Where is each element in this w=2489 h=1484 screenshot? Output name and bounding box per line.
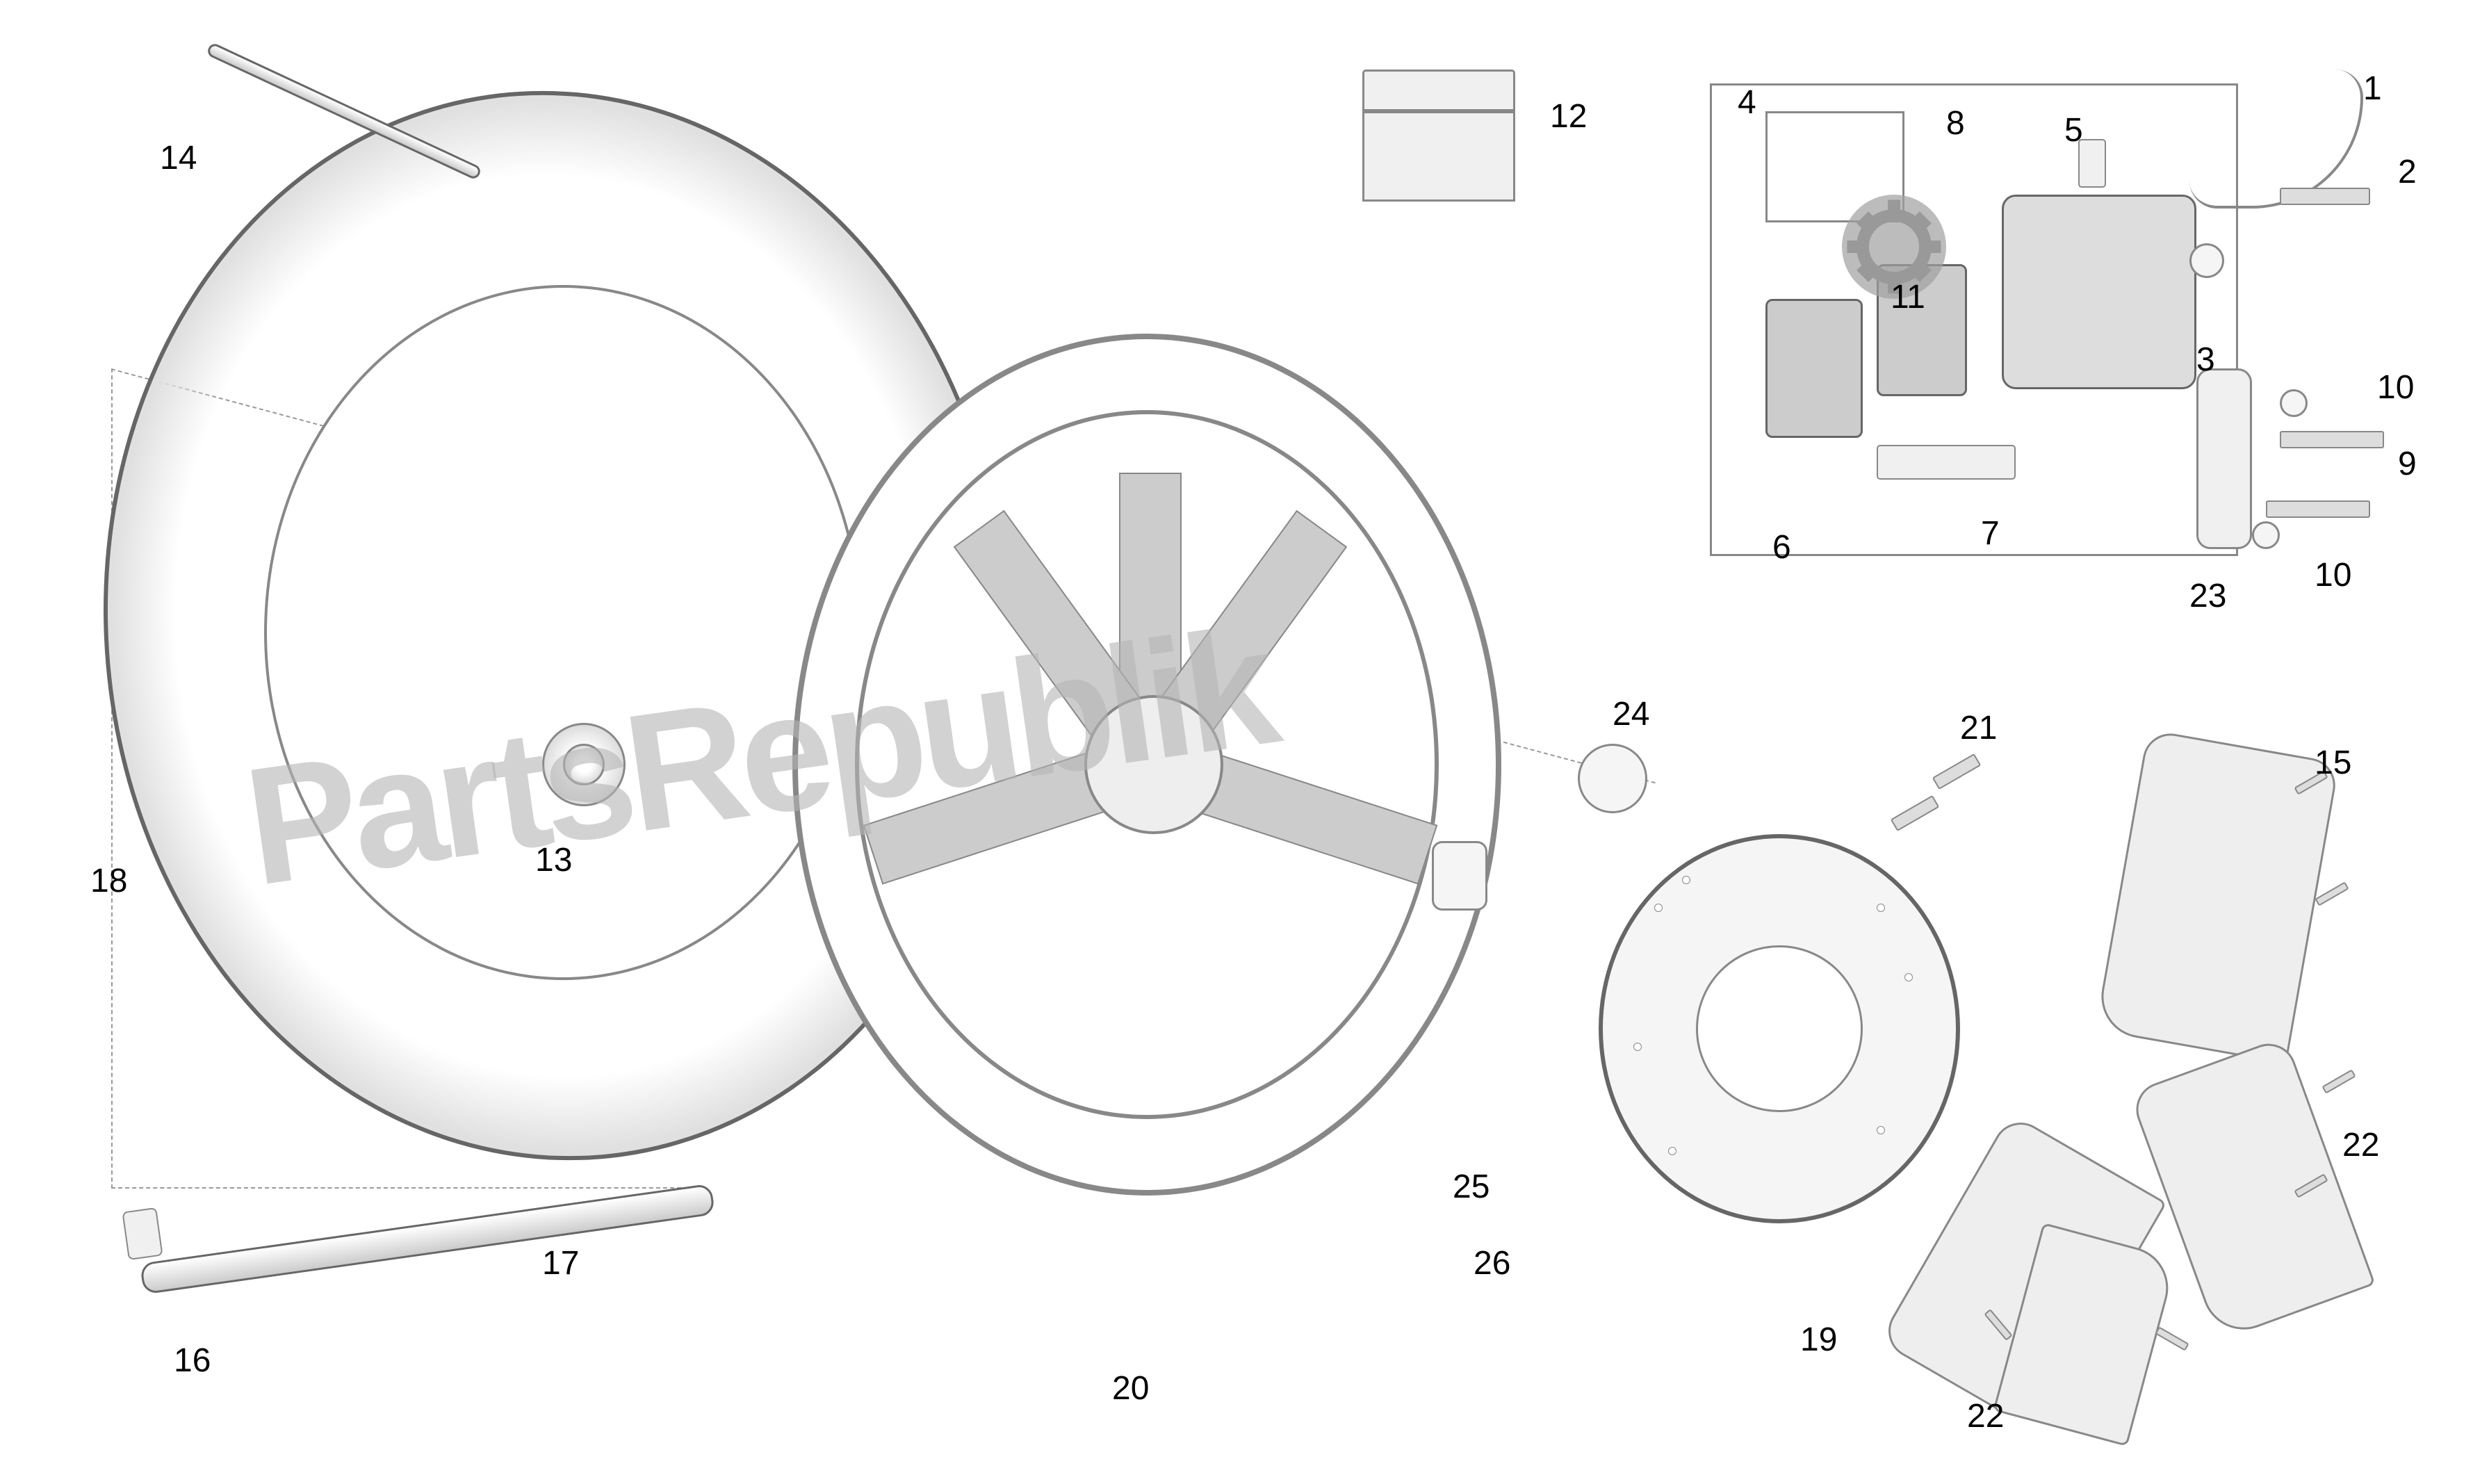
parts-diagram: PartsRepublik 12345678910101112131415161… — [0, 0, 2489, 1484]
callout-number-2: 2 — [2398, 153, 2417, 191]
disc-hole — [1633, 1043, 1642, 1051]
tool-kit — [1362, 70, 1515, 111]
disc-hole — [1877, 904, 1885, 912]
callout-number-19: 19 — [1800, 1321, 1837, 1359]
callout-number-25: 25 — [1453, 1168, 1490, 1206]
callout-number-11: 11 — [1891, 278, 1925, 316]
callout-number-18: 18 — [90, 862, 127, 900]
callout-number-22: 22 — [2342, 1126, 2379, 1164]
bracket-spacer — [2280, 389, 2308, 417]
axle-head — [122, 1207, 163, 1260]
callout-number-15: 15 — [2315, 744, 2351, 782]
cover-screw — [2155, 1326, 2189, 1351]
callout-number-17: 17 — [542, 1244, 579, 1282]
disc-bolt — [1891, 795, 1940, 831]
callout-number-3: 3 — [2196, 341, 2215, 379]
callout-number-20: 20 — [1112, 1369, 1149, 1408]
callout-number-23: 23 — [2189, 577, 2226, 615]
callout-number-7: 7 — [1981, 514, 2000, 553]
callout-number-24: 24 — [1613, 695, 1649, 733]
callout-number-21: 21 — [1960, 709, 1997, 747]
callout-number-5: 5 — [2064, 111, 2083, 149]
callout-number-10: 10 — [2377, 368, 2414, 407]
callout-number-14: 14 — [160, 139, 197, 177]
callout-number-13: 13 — [535, 841, 572, 879]
tool-kit-body — [1362, 111, 1515, 202]
cover-screw — [2321, 1069, 2356, 1093]
disc-hole — [1877, 1126, 1885, 1134]
callout-number-10: 10 — [2315, 556, 2351, 594]
disc-bolt — [1932, 753, 1982, 790]
cover-screw — [2315, 881, 2349, 906]
disc-hole — [1668, 1147, 1676, 1155]
callout-number-1: 1 — [2363, 70, 2382, 108]
callout-number-12: 12 — [1550, 97, 1587, 136]
callout-number-26: 26 — [1474, 1244, 1510, 1282]
brake-caliper — [2002, 195, 2196, 389]
banjo-washer — [2189, 243, 2224, 278]
pad-spring — [1877, 445, 2016, 480]
disc-hole — [1654, 904, 1663, 912]
disc-hole — [1904, 973, 1913, 981]
spacer-bushing — [1432, 841, 1487, 911]
bearing-inner — [563, 744, 605, 785]
brake-pad — [1765, 299, 1863, 438]
brake-disc-hub — [1696, 945, 1863, 1112]
callout-number-6: 6 — [1772, 528, 1791, 566]
caliper-bracket — [2196, 368, 2252, 549]
bracket-spacer — [2252, 521, 2280, 549]
callout-number-22: 22 — [1967, 1397, 2004, 1435]
callout-number-16: 16 — [174, 1342, 211, 1380]
callout-number-8: 8 — [1946, 104, 1965, 142]
bracket-bolt — [2266, 500, 2370, 518]
disc-cover-segment — [2095, 729, 2340, 1064]
banjo-bolt — [2280, 188, 2370, 205]
callout-number-4: 4 — [1738, 83, 1756, 122]
disc-hole — [1682, 876, 1690, 884]
spacer-washer — [1578, 744, 1647, 813]
wheel-hub — [1084, 695, 1223, 834]
bracket-bolt — [2280, 431, 2384, 448]
callout-number-9: 9 — [2398, 445, 2417, 483]
wheel-axle — [140, 1183, 715, 1294]
